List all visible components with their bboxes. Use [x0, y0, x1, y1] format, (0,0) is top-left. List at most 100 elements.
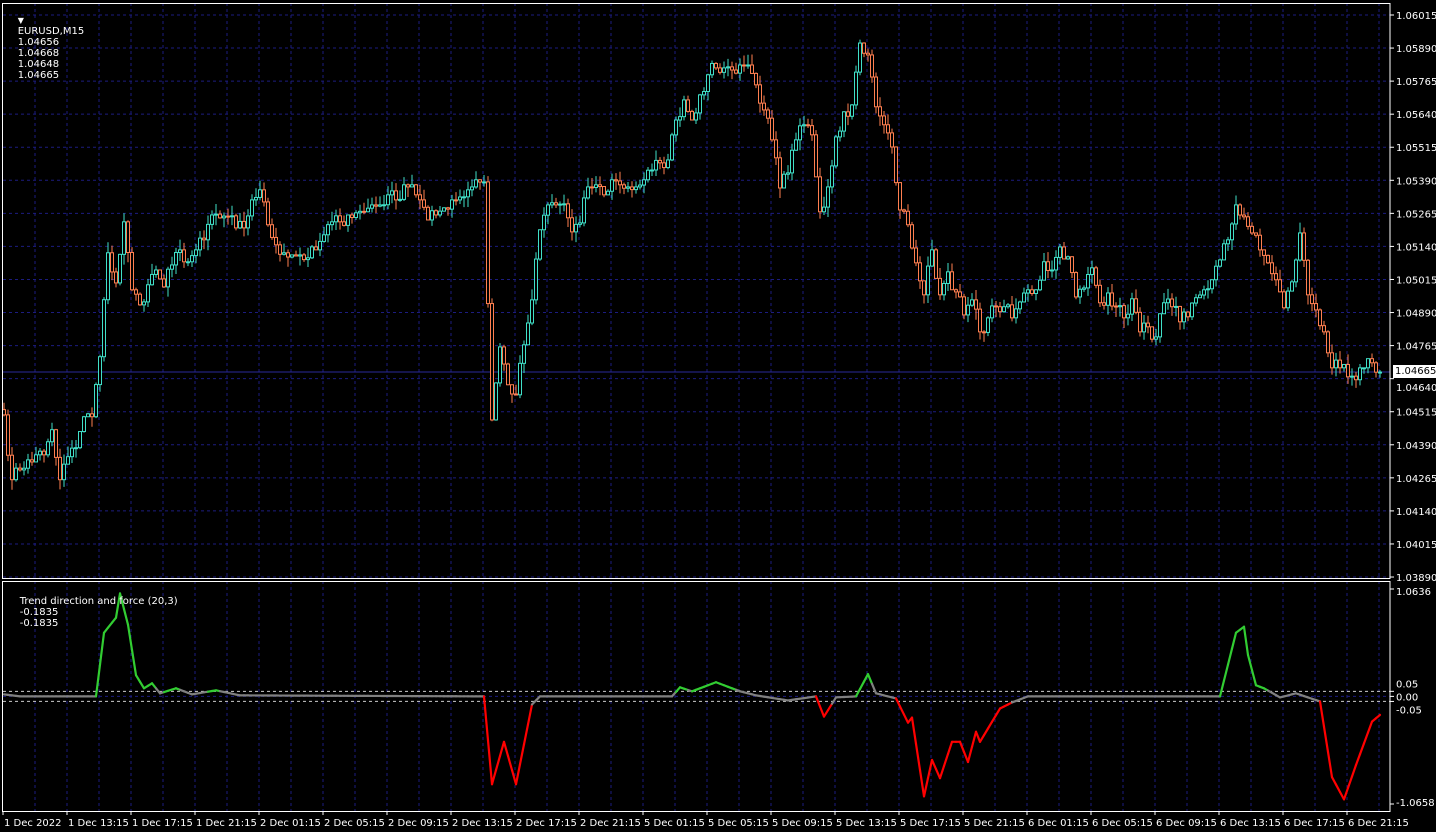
candle-body	[1378, 371, 1382, 374]
candle-body	[1250, 225, 1254, 234]
candle-body	[1350, 375, 1354, 378]
candle-body	[1118, 305, 1122, 308]
candle-body	[270, 224, 274, 238]
price-axis-label: 1.04515	[1396, 408, 1436, 419]
candle-body	[1086, 273, 1090, 289]
candle-body	[938, 277, 942, 296]
candle-body	[742, 64, 746, 67]
candle-body	[434, 210, 438, 216]
candle-body	[598, 184, 602, 188]
candle-body	[1218, 259, 1222, 267]
candle-body	[1334, 359, 1338, 369]
candle-body	[350, 214, 354, 218]
indicator-segment	[506, 754, 514, 772]
triangle-down-icon[interactable]: ▼	[17, 16, 24, 25]
indicator-segment	[818, 705, 826, 718]
time-axis-label: 2 Dec 09:15	[388, 818, 449, 829]
time-axis-label: 2 Dec 13:15	[452, 818, 513, 829]
candle-body	[1222, 243, 1226, 261]
candle-body	[950, 271, 954, 291]
candle-body	[382, 204, 386, 207]
candle-body	[834, 136, 838, 167]
candle-body	[238, 220, 242, 229]
open-price: 1.04656	[17, 37, 60, 48]
indicator-segment	[1346, 775, 1354, 790]
candle-body	[294, 254, 298, 257]
indicator-segment	[934, 767, 942, 780]
candle-body	[1262, 249, 1266, 256]
candle-body	[218, 213, 222, 219]
indicator-segment	[114, 592, 122, 619]
candle-body	[686, 99, 690, 112]
candle-body	[646, 169, 650, 181]
high-price: 1.04668	[17, 48, 60, 59]
candle-body	[26, 459, 30, 469]
candle-body	[274, 236, 278, 246]
indicator-segment	[518, 743, 526, 766]
candle-body	[670, 134, 674, 161]
candle-body	[518, 362, 522, 396]
candle-body	[878, 106, 882, 117]
candle-body	[46, 441, 50, 456]
candle-body	[734, 69, 738, 74]
symbol-label: EURUSD,M15	[17, 26, 85, 37]
candle-body	[1174, 305, 1178, 308]
time-axis-label: 2 Dec 21:15	[580, 818, 641, 829]
candle-body	[1374, 362, 1378, 373]
indicator-segment	[922, 777, 930, 798]
indicator-segment	[1366, 720, 1374, 734]
candle-body	[558, 203, 562, 206]
candle-body	[474, 179, 478, 188]
price-axis-label: 1.04140	[1396, 507, 1436, 518]
candle-body	[322, 234, 326, 242]
indicator-segment	[938, 764, 946, 780]
candle-body	[1370, 358, 1374, 364]
candle-body	[794, 139, 798, 151]
candle-body	[1206, 288, 1210, 291]
candle-body	[966, 304, 970, 316]
candle-body	[946, 271, 950, 284]
candle-body	[118, 253, 122, 284]
candle-body	[546, 204, 550, 216]
candle-body	[342, 221, 346, 226]
candle-body	[594, 184, 598, 188]
candle-body	[1094, 267, 1098, 286]
indicator-axis-label: 0.00	[1396, 692, 1418, 703]
candle-body	[354, 212, 358, 218]
indicator-segment	[494, 754, 502, 772]
candle-body	[654, 159, 658, 171]
candle-body	[378, 204, 382, 207]
candle-body	[730, 66, 734, 71]
candle-body	[134, 289, 138, 295]
candle-body	[206, 223, 210, 241]
candle-body	[690, 110, 694, 121]
indicator-segment	[918, 768, 926, 798]
candle-body	[298, 254, 302, 257]
price-axis-label: 1.03890	[1396, 573, 1436, 584]
candle-body	[1126, 313, 1130, 319]
candle-body	[174, 252, 178, 266]
candle-body	[570, 217, 574, 233]
price-axis-label: 1.04640	[1396, 383, 1436, 394]
candle-body	[502, 346, 506, 365]
candle-body	[1258, 234, 1262, 251]
candle-body	[1098, 284, 1102, 304]
candle-body	[1106, 292, 1110, 306]
time-axis-label: 6 Dec 17:15	[1284, 818, 1345, 829]
candle-body	[346, 214, 350, 226]
candle-body	[710, 62, 714, 76]
candle-body	[418, 194, 422, 201]
candle-body	[1234, 204, 1238, 225]
candle-body	[1322, 325, 1326, 333]
price-axis-label: 1.05890	[1396, 44, 1436, 55]
candle-body	[1034, 289, 1038, 295]
candle-body	[190, 255, 194, 263]
candle-body	[114, 271, 118, 284]
candle-body	[446, 207, 450, 210]
candle-body	[1226, 239, 1230, 245]
candle-body	[374, 204, 378, 207]
candle-body	[102, 299, 106, 358]
candle-body	[370, 204, 374, 209]
